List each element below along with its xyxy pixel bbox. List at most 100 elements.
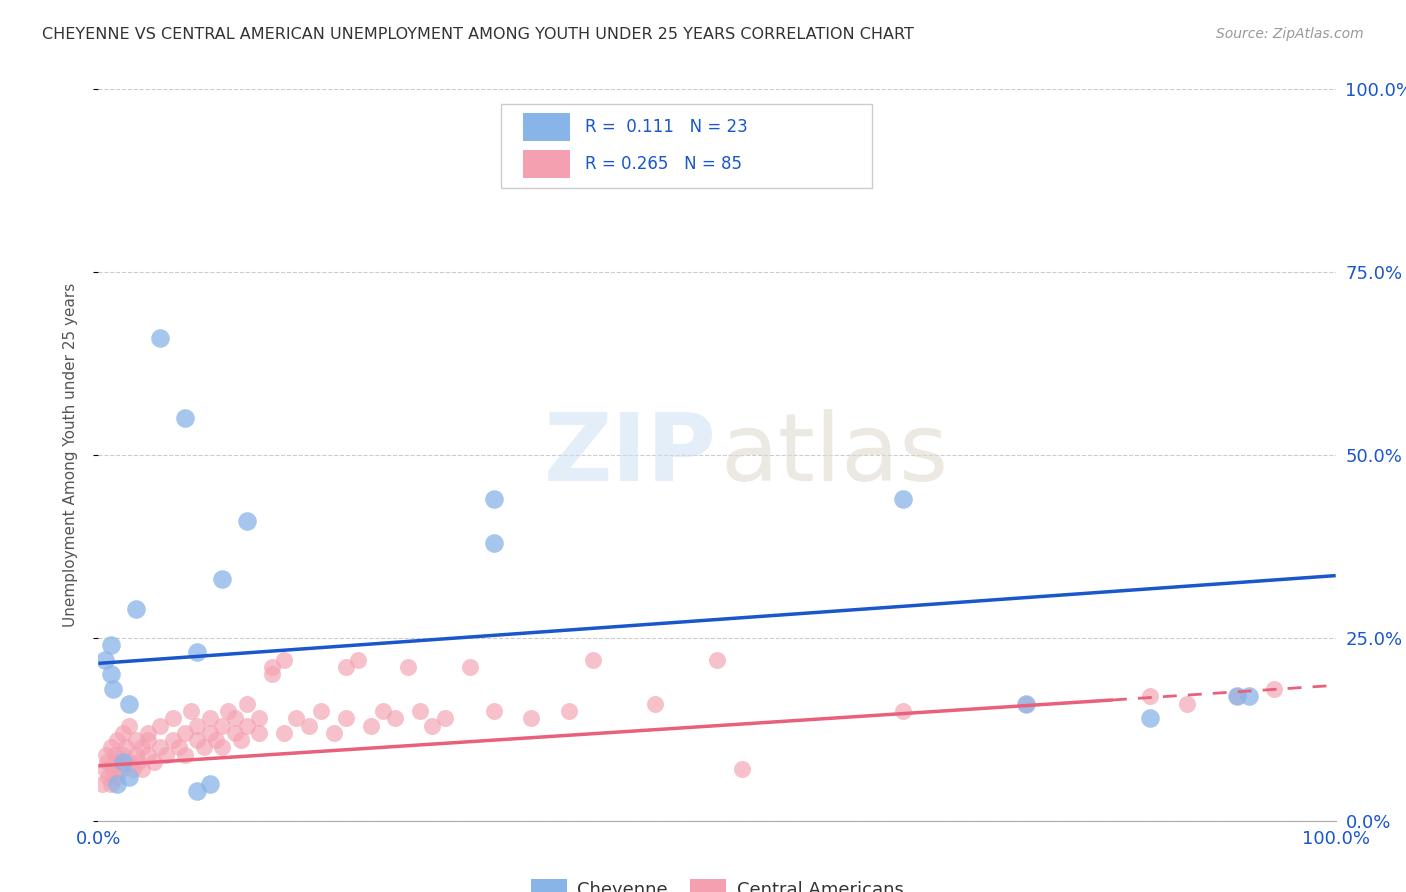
Point bbox=[322, 726, 344, 740]
Point bbox=[105, 777, 128, 791]
Point bbox=[127, 755, 149, 769]
Point bbox=[1226, 690, 1249, 704]
Text: Source: ZipAtlas.com: Source: ZipAtlas.com bbox=[1216, 27, 1364, 41]
Point bbox=[205, 733, 228, 747]
Point bbox=[91, 777, 114, 791]
Point bbox=[891, 704, 914, 718]
Point bbox=[731, 763, 754, 777]
Point bbox=[112, 747, 135, 762]
Point bbox=[186, 718, 208, 732]
Point bbox=[433, 711, 456, 725]
Point bbox=[260, 660, 283, 674]
Point bbox=[236, 514, 259, 528]
Point bbox=[149, 718, 172, 732]
Point bbox=[224, 726, 246, 740]
Point bbox=[260, 667, 283, 681]
Bar bbox=[523, 151, 569, 178]
Point bbox=[105, 733, 128, 747]
Point bbox=[93, 763, 115, 777]
Text: ZIP: ZIP bbox=[544, 409, 717, 501]
Text: R =  0.111   N = 23: R = 0.111 N = 23 bbox=[585, 119, 748, 136]
Point bbox=[131, 763, 153, 777]
Point bbox=[335, 711, 357, 725]
Point bbox=[198, 711, 221, 725]
Point bbox=[1226, 690, 1249, 704]
Point bbox=[100, 777, 122, 791]
Point bbox=[298, 718, 321, 732]
Point bbox=[409, 704, 432, 718]
Point bbox=[103, 681, 125, 696]
Point bbox=[162, 733, 184, 747]
Point bbox=[167, 740, 190, 755]
Point bbox=[458, 660, 481, 674]
Point bbox=[97, 770, 120, 784]
Point bbox=[273, 726, 295, 740]
Y-axis label: Unemployment Among Youth under 25 years: Unemployment Among Youth under 25 years bbox=[63, 283, 77, 627]
Point bbox=[198, 726, 221, 740]
Point bbox=[136, 733, 159, 747]
Bar bbox=[501, 103, 872, 188]
Point bbox=[273, 653, 295, 667]
Point bbox=[236, 718, 259, 732]
Point bbox=[122, 763, 145, 777]
Point bbox=[484, 491, 506, 506]
Point bbox=[100, 638, 122, 652]
Point bbox=[706, 653, 728, 667]
Point bbox=[247, 726, 270, 740]
Point bbox=[180, 704, 202, 718]
Legend: Cheyenne, Central Americans: Cheyenne, Central Americans bbox=[523, 871, 911, 892]
Point bbox=[198, 777, 221, 791]
Point bbox=[1175, 697, 1198, 711]
Point bbox=[193, 740, 215, 755]
Point bbox=[174, 411, 197, 425]
Point bbox=[422, 718, 444, 732]
Point bbox=[224, 711, 246, 725]
Point bbox=[124, 733, 146, 747]
Point bbox=[217, 704, 239, 718]
Point bbox=[103, 763, 125, 777]
Point bbox=[94, 747, 117, 762]
Point bbox=[131, 740, 153, 755]
Point bbox=[110, 763, 132, 777]
Point bbox=[1237, 690, 1260, 704]
Point bbox=[107, 755, 129, 769]
Point bbox=[582, 653, 605, 667]
Point bbox=[112, 726, 135, 740]
Point bbox=[484, 704, 506, 718]
Point bbox=[118, 718, 141, 732]
Point bbox=[384, 711, 406, 725]
Point bbox=[118, 755, 141, 769]
Point bbox=[149, 331, 172, 345]
Point bbox=[124, 601, 146, 615]
Point bbox=[186, 733, 208, 747]
Point bbox=[211, 740, 233, 755]
Point bbox=[174, 726, 197, 740]
Point bbox=[1263, 681, 1285, 696]
Text: atlas: atlas bbox=[721, 409, 949, 501]
Point bbox=[162, 711, 184, 725]
Point bbox=[309, 704, 332, 718]
Point bbox=[229, 733, 252, 747]
Point bbox=[211, 718, 233, 732]
Point bbox=[211, 572, 233, 586]
Point bbox=[118, 697, 141, 711]
Point bbox=[114, 740, 136, 755]
Point bbox=[644, 697, 666, 711]
Point bbox=[247, 711, 270, 725]
Point bbox=[105, 770, 128, 784]
Point bbox=[100, 740, 122, 755]
Point bbox=[335, 660, 357, 674]
Point bbox=[236, 697, 259, 711]
Point bbox=[93, 653, 115, 667]
Point bbox=[103, 747, 125, 762]
Point bbox=[557, 704, 579, 718]
Point bbox=[100, 667, 122, 681]
Point bbox=[174, 747, 197, 762]
Point bbox=[136, 747, 159, 762]
Point bbox=[149, 740, 172, 755]
Point bbox=[360, 718, 382, 732]
Point bbox=[1015, 697, 1038, 711]
Point bbox=[1139, 711, 1161, 725]
Point bbox=[484, 535, 506, 549]
Point bbox=[396, 660, 419, 674]
